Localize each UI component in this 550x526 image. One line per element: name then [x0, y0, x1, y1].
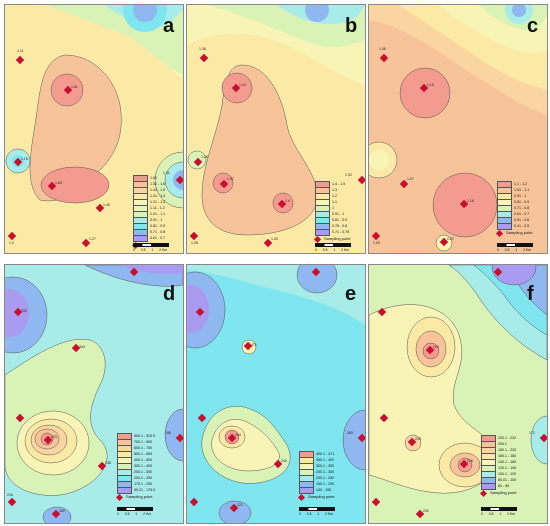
- scale-bar-d: 0 0.5 1 2 Km: [117, 507, 153, 516]
- panel-label: b: [345, 15, 358, 37]
- point-value-label: 263: [347, 431, 353, 435]
- point-value-label: 1.4: [285, 199, 290, 203]
- map-panel-f: f 220 228 226 232 172 220.1 - 232 200.1 …: [368, 264, 548, 524]
- map-panel-b: b 1.36 1.44 1.25 1.37 1.4 1.32 1.28 1.33…: [186, 4, 366, 254]
- scale-bar-b: 0 0.5 1 2 Km: [315, 243, 351, 252]
- point-value-label: 1.63: [55, 181, 62, 185]
- contour-map-e: [187, 265, 365, 523]
- point-value-label: 232: [423, 509, 429, 513]
- point-value-label: 180: [59, 509, 65, 513]
- legend-c: 1.1 - 1.2 1.01 - 1.1 0.91 - 1 0.81 - 0.9…: [495, 180, 532, 237]
- point-value-label: 1.44: [239, 83, 246, 87]
- point-value-label: 172: [529, 431, 535, 435]
- point-value-label: 923: [51, 435, 57, 439]
- point-value-label: 238: [105, 461, 111, 465]
- point-value-label: 0.57: [447, 237, 454, 241]
- panel-label: f: [527, 283, 534, 305]
- contour-map-c: [369, 5, 547, 253]
- point-value-label: 221: [237, 503, 243, 507]
- point-value-label: 1.16: [467, 199, 474, 203]
- point-value-label: 700: [21, 309, 27, 313]
- point-value-label: 1.61: [71, 85, 78, 89]
- contour-map-f: [369, 265, 547, 523]
- panel-label: e: [345, 283, 357, 305]
- map-panel-d: d 700 344 923 238 216 180 158 900.1 - 92…: [4, 264, 184, 524]
- point-value-label: 1.03: [373, 241, 380, 245]
- point-value-label: 1.27: [89, 237, 96, 241]
- point-value-label: 1.32: [345, 173, 352, 177]
- point-value-label: 1.11: [17, 49, 24, 53]
- point-value-label: 1.28: [191, 241, 198, 245]
- legend-f: 220.1 - 232 200.1 180.1 - 220 160.1 - 18…: [479, 434, 516, 497]
- panel-label: c: [527, 15, 539, 37]
- panel-label: d: [163, 283, 176, 305]
- point-value-label: 158: [165, 431, 171, 435]
- point-value-label: 228: [415, 437, 421, 441]
- point-value-label: 1.45: [103, 203, 110, 207]
- point-value-label: 1.37: [227, 177, 234, 181]
- point-value-label: 471: [251, 343, 257, 347]
- point-value-label: 344: [79, 345, 85, 349]
- point-value-label: 1.31: [163, 171, 170, 175]
- scale-bar-c: 0 0.5 1 2 Km: [497, 243, 533, 252]
- map-panel-e: e 471 404 240 221 263 400.1 - 471 350.1 …: [186, 264, 366, 524]
- point-value-label: 1.36: [199, 47, 206, 51]
- point-value-label: 240: [281, 459, 287, 463]
- point-value-label: 216: [7, 493, 13, 497]
- contour-map-b: [187, 5, 365, 253]
- point-value-label: 1.06: [379, 47, 386, 51]
- legend-a: 1.61 1.51 - 1.6 1.41 - 1.5 1.31 - 1.4 1.…: [131, 174, 168, 249]
- point-value-label: 1.07: [407, 177, 414, 181]
- point-value-label: 220: [433, 345, 439, 349]
- scale-bar-a: 0 0.5 1 2 Km: [133, 243, 169, 252]
- point-value-label: 226: [467, 459, 473, 463]
- panel-label: a: [163, 15, 175, 37]
- legend-d: 900.1 - 923.5 700.1 - 900 600.1 - 700 50…: [115, 432, 155, 501]
- legend-e: 400.1 - 471 350.1 - 400 300.1 - 350 250.…: [297, 450, 334, 501]
- scale-bar-e: 0 0.5 1 2 Km: [299, 507, 335, 516]
- map-panel-c: c 1.06 1.15 1.07 1.16 0.57 1.03 1.1 - 1.…: [368, 4, 548, 254]
- point-value-label: 1.2: [9, 241, 14, 245]
- point-value-label: 1.15: [427, 83, 434, 87]
- point-value-label: 1.25: [201, 155, 208, 159]
- point-value-label: 1.33: [271, 237, 278, 241]
- legend-b: 1.4 - 1.5 1.3 1.2 1.1 1 0.91 - 1 0.81 - …: [313, 180, 350, 243]
- point-value-label: 1.15: [21, 157, 28, 161]
- point-value-label: 404: [235, 433, 241, 437]
- map-panel-a: a 1.11 1.61 1.15 1.63 1.45 1.31 1.2 1.27…: [4, 4, 184, 254]
- scale-bar-f: 0 0.5 1 2 Km: [481, 507, 517, 516]
- contour-map-d: [5, 265, 183, 523]
